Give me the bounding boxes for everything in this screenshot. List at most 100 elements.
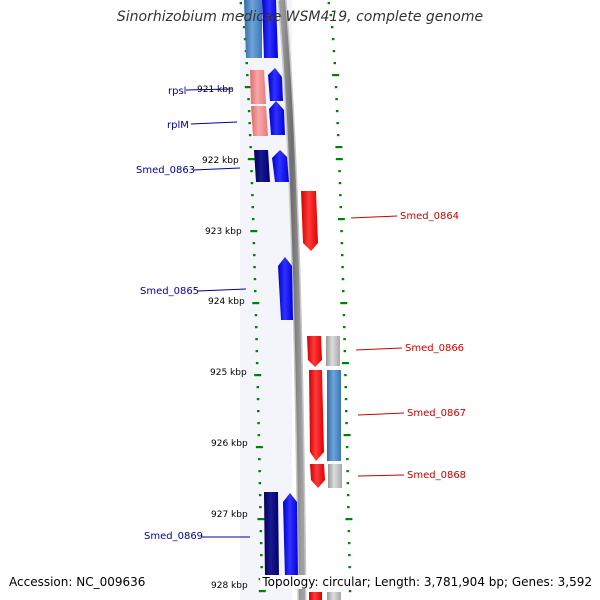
cds-rplM[interactable]: [251, 106, 268, 136]
gene-rplM-arrow[interactable]: [269, 101, 285, 135]
label-rpsl[interactable]: rpsl: [168, 86, 186, 97]
left-ruler-minor-tick: [251, 206, 254, 209]
left-ruler-minor-tick: [251, 218, 255, 221]
left-ruler-minor-tick: [241, 14, 245, 17]
gene-rpsl-arrow[interactable]: [268, 68, 283, 101]
right-ruler-minor-tick: [336, 122, 339, 125]
right-ruler-major-tick: [335, 146, 343, 149]
cds-feature-top-left[interactable]: [244, 0, 262, 58]
label-smed-0867[interactable]: Smed_0867: [407, 408, 466, 419]
right-ruler-minor-tick: [347, 530, 351, 533]
right-ruler-minor-tick: [333, 62, 336, 65]
left-ruler-minor-tick: [255, 350, 259, 353]
right-ruler-minor-tick: [347, 506, 350, 509]
gene-smed-0865-arrow[interactable]: [278, 257, 293, 320]
left-ruler-minor-tick: [258, 470, 261, 473]
label-smed-0866[interactable]: Smed_0866: [405, 343, 464, 354]
label-smed-0865[interactable]: Smed_0865: [140, 286, 199, 297]
gene-smed-0869-arrow[interactable]: [283, 493, 298, 578]
right-ruler-minor-tick: [334, 86, 338, 89]
right-ruler-major-tick: [340, 302, 348, 305]
right-ruler-minor-tick: [344, 398, 348, 401]
left-ruler-minor-tick: [258, 458, 261, 461]
right-ruler-minor-tick: [339, 206, 342, 209]
left-ruler-major-tick: [250, 230, 258, 233]
left-ruler-minor-tick: [247, 98, 250, 101]
cds-smed-0868[interactable]: [328, 464, 342, 488]
cds-smed-0867[interactable]: [327, 370, 341, 461]
right-ruler-minor-tick: [336, 134, 340, 137]
right-ruler-minor-tick: [340, 242, 344, 245]
leader-line-smed-0867: [357, 412, 405, 416]
left-ruler-major-tick: [247, 158, 255, 161]
cds-smed-0866[interactable]: [326, 336, 340, 366]
right-ruler-minor-tick: [331, 38, 335, 41]
left-ruler-minor-tick: [254, 314, 258, 317]
label-smed-0864[interactable]: Smed_0864: [400, 211, 459, 222]
right-ruler-minor-tick: [346, 494, 350, 497]
gene-smed-0867-arrow[interactable]: [309, 370, 324, 461]
ruler-label-922: 922 kbp: [202, 156, 239, 166]
leader-line-smed-0863: [192, 167, 241, 171]
leader-line-smed-0866: [355, 347, 403, 351]
label-smed-0869[interactable]: Smed_0869: [144, 531, 203, 542]
right-ruler-minor-tick: [338, 182, 342, 185]
left-ruler-minor-tick: [247, 110, 251, 113]
label-smed-0868[interactable]: Smed_0868: [407, 470, 466, 481]
right-ruler-minor-tick: [346, 482, 350, 485]
leader-line-rpsl: [185, 88, 233, 91]
leader-line-smed-0864: [350, 215, 398, 219]
right-ruler-major-tick: [335, 158, 343, 161]
right-ruler-minor-tick: [341, 278, 345, 281]
ruler-label-925: 925 kbp: [210, 368, 247, 378]
ruler-labels: 921 kbp 922 kbp 923 kbp 924 kbp 925 kbp …: [197, 85, 248, 591]
left-ruler-minor-tick: [249, 146, 252, 149]
gene-feature-bottom-red[interactable]: [309, 592, 322, 600]
gene-feature-top-blue[interactable]: [262, 0, 278, 58]
right-ruler-minor-tick: [348, 554, 351, 557]
left-ruler-minor-tick: [258, 494, 262, 497]
left-ruler-minor-tick: [257, 434, 261, 437]
ruler-label-921: 921 kbp: [197, 85, 234, 95]
right-ruler-minor-tick: [345, 422, 348, 425]
left-ruler-minor-tick: [252, 242, 256, 245]
left-ruler-major-tick: [257, 518, 265, 521]
right-ruler-minor-tick: [346, 470, 349, 473]
left-ruler: [239, 2, 266, 593]
right-ruler-minor-tick: [335, 110, 339, 113]
accession-text: Accession: NC_009636: [7, 575, 148, 589]
left-ruler-minor-tick: [260, 566, 263, 569]
left-ruler-minor-tick: [251, 194, 254, 197]
right-ruler-minor-tick: [343, 338, 346, 341]
right-ruler-minor-tick: [341, 254, 344, 257]
left-ruler-minor-tick: [250, 182, 254, 185]
label-rplM[interactable]: rplM: [167, 120, 189, 131]
genome-title: Sinorhizobium medicae WSM419, complete g…: [116, 9, 484, 25]
left-ruler-minor-tick: [239, 2, 243, 5]
right-ruler-minor-tick: [345, 446, 349, 449]
right-ruler-minor-tick: [329, 14, 333, 17]
left-ruler-minor-tick: [256, 398, 260, 401]
left-ruler-minor-tick: [259, 506, 262, 509]
left-ruler-minor-tick: [255, 326, 258, 329]
gene-smed-0864-arrow[interactable]: [301, 191, 318, 251]
gene-smed-0863-arrow[interactable]: [272, 150, 289, 182]
right-ruler-minor-tick: [340, 230, 343, 233]
cds-feature-bottom-grey[interactable]: [327, 592, 341, 600]
leader-line-rplM: [190, 121, 238, 125]
leader-line-smed-0865: [197, 288, 247, 292]
right-ruler-minor-tick: [327, 2, 331, 5]
cds-rpsl[interactable]: [250, 70, 266, 104]
gene-smed-0866-arrow[interactable]: [307, 336, 322, 367]
gene-smed-0868-arrow[interactable]: [310, 464, 325, 488]
label-smed-0863[interactable]: Smed_0863: [136, 165, 195, 176]
right-ruler-major-tick: [343, 434, 351, 437]
left-ruler-minor-tick: [259, 542, 263, 545]
leader-line-smed-0868: [357, 474, 405, 477]
left-ruler-minor-tick: [246, 74, 249, 77]
right-ruler-minor-tick: [339, 194, 342, 197]
cds-smed-0869[interactable]: [264, 492, 279, 578]
right-ruler-minor-tick: [348, 566, 351, 569]
cds-smed-0863[interactable]: [254, 150, 270, 182]
